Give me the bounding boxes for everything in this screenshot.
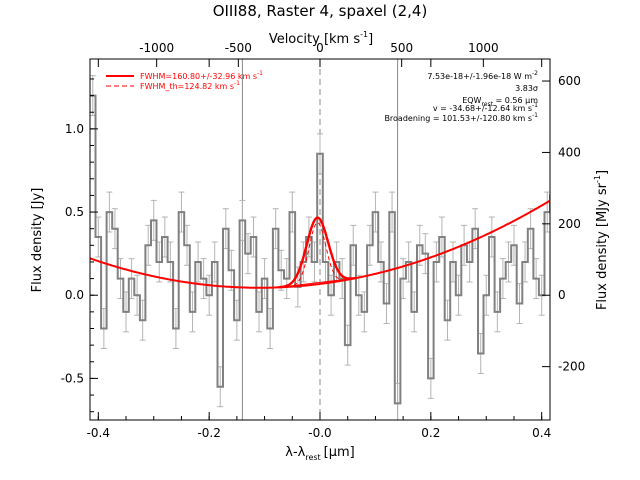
thermal-fit-curve: [286, 222, 348, 288]
spectrum-histogram: [90, 94, 550, 405]
x-tick-label: 0.2: [421, 426, 440, 440]
x-axis-label: λ-λrest [μm]: [285, 445, 355, 462]
y-axis-right-label: Flux density [MJy sr-1]: [593, 170, 610, 310]
top-tick-label: -500: [225, 41, 252, 55]
plot-area: [90, 59, 550, 420]
top-tick-label: 1000: [468, 41, 499, 55]
y-tick-label: -0.5: [61, 371, 84, 385]
plot-frame: [89, 58, 551, 421]
top-tick-label: 500: [390, 41, 413, 55]
top-tick-label: -1000: [139, 41, 174, 55]
y-axis-label: Flux density [Jy]: [30, 188, 45, 293]
annotation-flux: 7.53e-18+/-1.96e-18 W m-2: [427, 70, 538, 81]
annotation-sigma: 3.83σ: [515, 84, 538, 93]
top-axis-label: Velocity [km s-1]: [269, 30, 373, 47]
right-tick-label: 600: [558, 74, 581, 88]
legend-label-solid: FWHM=160.80+/-32.96 km s-1: [140, 70, 263, 81]
top-tick-label: 0: [316, 41, 324, 55]
annotation-eqw: EQWrest = 0.56 μm: [462, 96, 538, 108]
continuum-fit-line: [90, 199, 550, 289]
y-tick-label: 0.5: [65, 205, 84, 219]
x-tick-label: -0.4: [87, 426, 110, 440]
right-tick-label: 400: [558, 145, 581, 159]
x-tick-label: -0.2: [197, 426, 220, 440]
y-tick-label: 1.0: [65, 122, 84, 136]
x-tick-label: -0.0: [308, 426, 331, 440]
right-tick-label: -200: [558, 360, 585, 374]
right-tick-label: 200: [558, 217, 581, 231]
baseline-segment: [278, 277, 357, 288]
legend-label-dashed: FWHM_th=124.82 km s-1: [140, 80, 240, 91]
line-fit-curve: [278, 216, 356, 289]
annotation-velocity: v = -34.68+/-12.64 km s-1: [433, 102, 538, 113]
x-tick-label: 0.4: [532, 426, 551, 440]
y-tick-label: 0.0: [65, 288, 84, 302]
right-tick-label: 0: [558, 288, 566, 302]
annotation-broadening: Broadening = 101.53+/-120.80 km s-1: [384, 112, 538, 123]
chart-title: OIII88, Raster 4, spaxel (2,4): [213, 2, 428, 20]
